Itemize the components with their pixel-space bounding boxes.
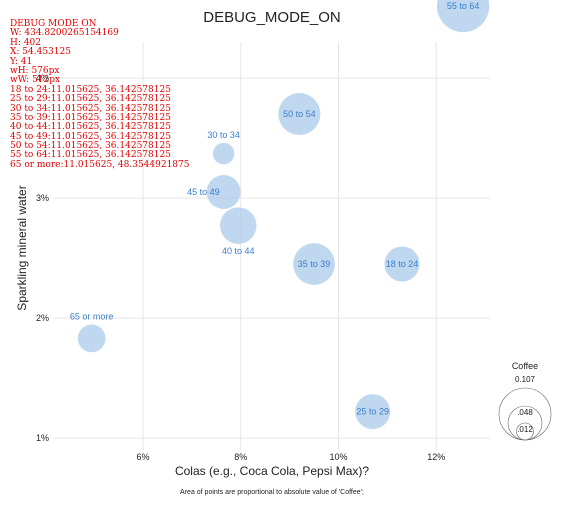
- bubble-point: [206, 175, 241, 209]
- debug-line: Y: 41: [10, 56, 33, 67]
- bubble-point: [384, 246, 420, 282]
- x-tick-label: 10%: [329, 452, 347, 462]
- bubbles: [77, 0, 490, 430]
- bubble-point: [77, 324, 106, 353]
- debug-line: 30 to 34:11.015625, 36.142578125: [10, 103, 171, 114]
- bubble-label: 65 or more: [70, 312, 114, 322]
- bubble-label: 40 to 44: [222, 246, 255, 256]
- gridlines: [55, 42, 490, 450]
- size-legend: Coffee 0.107 .048 .012: [498, 361, 552, 441]
- y-tick-label: 4%: [36, 73, 49, 83]
- y-tick-label: 1%: [36, 433, 49, 443]
- bubble-label: 25 to 29: [356, 407, 389, 417]
- y-tick-label: 2%: [36, 313, 49, 323]
- y-axis-title: Sparkling mineral water: [15, 185, 29, 310]
- bubble-label: 45 to 49: [187, 187, 220, 197]
- bubble-point: [355, 394, 391, 430]
- debug-line: 45 to 49:11.015625, 36.142578125: [10, 131, 171, 142]
- debug-line: wH: 576px: [10, 65, 60, 76]
- debug-line: wW: 512px: [10, 75, 61, 86]
- bubble-labels: 18 to 24 25 to 29 30 to 34 35 to 39 40 to 44…: [70, 1, 479, 417]
- x-tick-label: 12%: [427, 452, 445, 462]
- debug-line: 18 to 24:11.015625, 36.142578125: [10, 84, 171, 95]
- bubble-label: 18 to 24: [386, 259, 419, 269]
- legend-value: .048: [517, 408, 533, 417]
- debug-overlay: DEBUG MODE ON W: 434.8200265154169 H: 402 X…: [10, 19, 190, 170]
- legend-value: 0.107: [515, 375, 536, 384]
- legend-circle: [516, 422, 534, 441]
- bubble-label: 30 to 34: [207, 130, 240, 140]
- debug-line: W: 434.8200265154169: [10, 28, 119, 39]
- chart-caption: Area of points are proportional to absol…: [180, 489, 364, 496]
- debug-line: 40 to 44:11.015625, 36.142578125: [10, 122, 171, 133]
- debug-line: X: 54.453125: [10, 47, 71, 58]
- bubble-label: 55 to 64: [447, 1, 480, 11]
- debug-line: 35 to 39:11.015625, 36.142578125: [10, 112, 171, 123]
- y-tick-label: 3%: [36, 193, 49, 203]
- debug-line: 50 to 54:11.015625, 36.142578125: [10, 141, 171, 152]
- x-tick-label: 6%: [136, 452, 149, 462]
- legend-value: .012: [517, 425, 533, 434]
- y-axis-ticks: 1% 2% 3% 4%: [36, 73, 49, 443]
- bubble-point: [278, 92, 321, 136]
- debug-line: 25 to 29:11.015625, 36.142578125: [10, 94, 171, 105]
- bubble-point: [293, 243, 335, 285]
- legend-circles: 0.107 .048 .012: [498, 375, 552, 441]
- debug-line: 55 to 64:11.015625, 36.142578125: [10, 150, 171, 161]
- chart-title: DEBUG_MODE_ON: [203, 9, 341, 26]
- x-tick-label: 8%: [234, 452, 247, 462]
- x-axis-title: Colas (e.g., Coca Cola, Pepsi Max)?: [175, 464, 369, 478]
- bubble-label: 35 to 39: [298, 259, 331, 269]
- x-axis-ticks: 6% 8% 10% 12%: [136, 452, 445, 462]
- bubble-point: [220, 207, 257, 244]
- debug-line: 65 or more:11.015625, 48.3544921875: [10, 159, 190, 170]
- debug-line: H: 402: [10, 37, 41, 48]
- bubble-label: 50 to 54: [283, 109, 316, 119]
- legend-title: Coffee: [512, 361, 538, 371]
- bubble-point: [436, 0, 490, 33]
- bubble-point: [212, 142, 235, 165]
- debug-line: DEBUG MODE ON: [10, 19, 97, 29]
